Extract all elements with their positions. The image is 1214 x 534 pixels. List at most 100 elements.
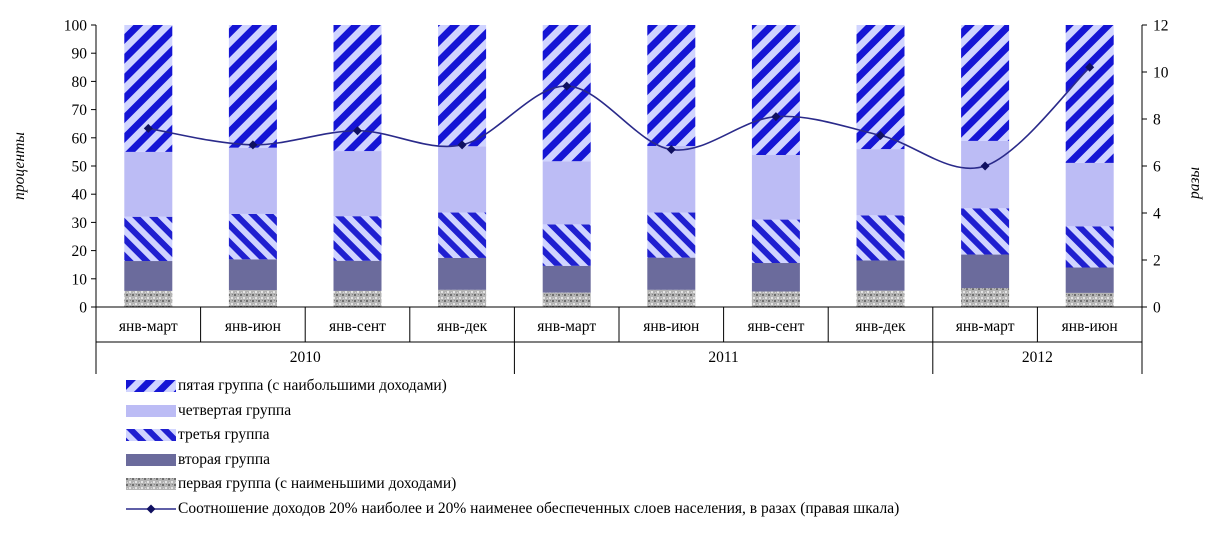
y-left-tick-label: 30	[72, 215, 88, 232]
bar-s0-c4	[542, 292, 591, 307]
legend-item: вторая группа	[126, 448, 899, 473]
bar-s1-c0	[124, 261, 173, 291]
category-label: янв-март	[537, 318, 596, 335]
ratio-line	[148, 66, 1091, 169]
bar-s1-c4	[542, 265, 591, 293]
ratio-marker-1	[248, 140, 258, 150]
bar-s4-c8	[961, 25, 1010, 141]
bar-s4-c6	[751, 25, 800, 155]
legend-label: пятая группа (с наибольшими доходами)	[178, 377, 447, 395]
legend-item: пятая группа (с наибольшими доходами)	[126, 374, 899, 399]
bar-s2-c5	[647, 212, 696, 258]
bar-s3-c4	[542, 161, 591, 225]
y-right-tick-label: 10	[1153, 65, 1169, 82]
labels-layer: 0 10 20 30 40 50 60 70 80 90 100 0 2 4 6 8 10 12 янв-март я…	[11, 18, 1203, 367]
y-left-tick-label: 80	[72, 74, 88, 91]
bar-s0-c5	[647, 289, 696, 307]
legend-swatch	[126, 380, 176, 393]
category-label: янв-март	[119, 318, 178, 335]
bar-s4-c7	[856, 25, 905, 150]
legend-item: Соотношение доходов 20% наиболее и 20% н…	[126, 497, 899, 522]
bar-s2-c8	[961, 208, 1010, 255]
bar-s2-c2	[333, 216, 382, 261]
bar-s4-c9	[1065, 25, 1114, 163]
ratio-marker-6	[771, 112, 781, 122]
bar-s3-c1	[228, 147, 277, 214]
axes-layer	[91, 24, 1147, 374]
legend-swatch	[126, 404, 176, 417]
bar-s0-c8	[961, 288, 1010, 307]
bar-s3-c2	[333, 151, 382, 217]
bar-s3-c0	[124, 151, 173, 217]
y-right-tick-label: 4	[1153, 206, 1161, 223]
bar-s1-c6	[751, 263, 800, 292]
y-left-tick-label: 20	[72, 243, 88, 260]
bar-s4-c1	[228, 25, 277, 148]
bar-s0-c3	[438, 289, 487, 307]
ratio-marker-2	[353, 126, 362, 136]
y-left-tick-label: 10	[72, 271, 88, 288]
bar-s1-c7	[856, 260, 905, 291]
bar-s1-c3	[438, 257, 487, 290]
bar-s4-c4	[542, 25, 591, 162]
legend-label: третья группа	[178, 426, 270, 444]
ratio-marker-5	[666, 145, 676, 155]
bar-s0-c0	[124, 290, 173, 307]
bar-s3-c3	[438, 146, 487, 213]
year-label: 2011	[708, 349, 738, 366]
y-left-tick-label: 50	[72, 159, 88, 176]
y-left-tick-label: 60	[72, 130, 88, 147]
legend-label: первая группа (с наименьшими доходами)	[178, 475, 457, 493]
y-left-tick-label: 0	[79, 300, 87, 317]
bar-s0-c6	[751, 291, 800, 307]
bar-s2-c7	[856, 215, 905, 261]
ratio-marker-9	[1085, 62, 1095, 72]
y-right-axis-title: разы	[1186, 167, 1203, 200]
y-left-axis-title: проценты	[11, 132, 28, 200]
bar-s4-c3	[438, 25, 487, 147]
ratio-marker-0	[143, 123, 153, 133]
bar-s0-c1	[228, 290, 277, 307]
bar-s0-c9	[1065, 292, 1114, 307]
bar-s2-c9	[1065, 226, 1114, 268]
ratio-marker-8	[980, 161, 990, 171]
category-label: янв-июн	[643, 318, 699, 335]
legend-item: четвертая группа	[126, 399, 899, 424]
bar-s3-c5	[647, 145, 696, 213]
y-right-tick-label: 8	[1153, 112, 1161, 129]
bar-s0-c2	[333, 290, 382, 307]
y-left-tick-label: 70	[72, 102, 88, 119]
y-left-tick-label: 40	[72, 187, 88, 204]
bar-s2-c0	[124, 216, 173, 262]
y-right-tick-label: 12	[1153, 18, 1169, 35]
y-left-tick-label: 90	[72, 46, 88, 63]
category-label: янв-сент	[747, 318, 804, 335]
bar-s3-c8	[961, 140, 1010, 209]
legend-item: первая группа (с наименьшими доходами)	[126, 472, 899, 497]
legend-swatch	[126, 478, 176, 491]
category-label: янв-сент	[329, 318, 386, 335]
y-right-tick-label: 0	[1153, 300, 1161, 317]
category-label: янв-июн	[225, 318, 281, 335]
bar-s2-c3	[438, 212, 487, 258]
year-label: 2012	[1022, 349, 1053, 366]
bar-s3-c7	[856, 149, 905, 216]
ratio-line-layer	[143, 62, 1095, 171]
bar-s3-c6	[751, 155, 800, 220]
ratio-marker-3	[457, 140, 467, 150]
legend-swatch	[126, 453, 176, 466]
bar-s2-c6	[751, 219, 800, 264]
ratio-marker-7	[876, 130, 885, 140]
bar-s3-c9	[1065, 162, 1114, 227]
category-label: янв-дек	[437, 318, 488, 335]
category-label: янв-июн	[1062, 318, 1118, 335]
y-right-tick-label: 6	[1153, 159, 1161, 176]
ratio-marker-4	[562, 81, 572, 91]
legend-label: четвертая группа	[178, 401, 292, 419]
category-label: янв-дек	[855, 318, 906, 335]
chart: 0 10 20 30 40 50 60 70 80 90 100 0 2 4 6 8 10 12 янв-март я…	[11, 18, 1203, 374]
legend-swatch	[126, 429, 176, 442]
bar-s1-c9	[1065, 267, 1114, 293]
legend-item: третья группа	[126, 423, 899, 448]
bar-s4-c5	[647, 25, 696, 146]
